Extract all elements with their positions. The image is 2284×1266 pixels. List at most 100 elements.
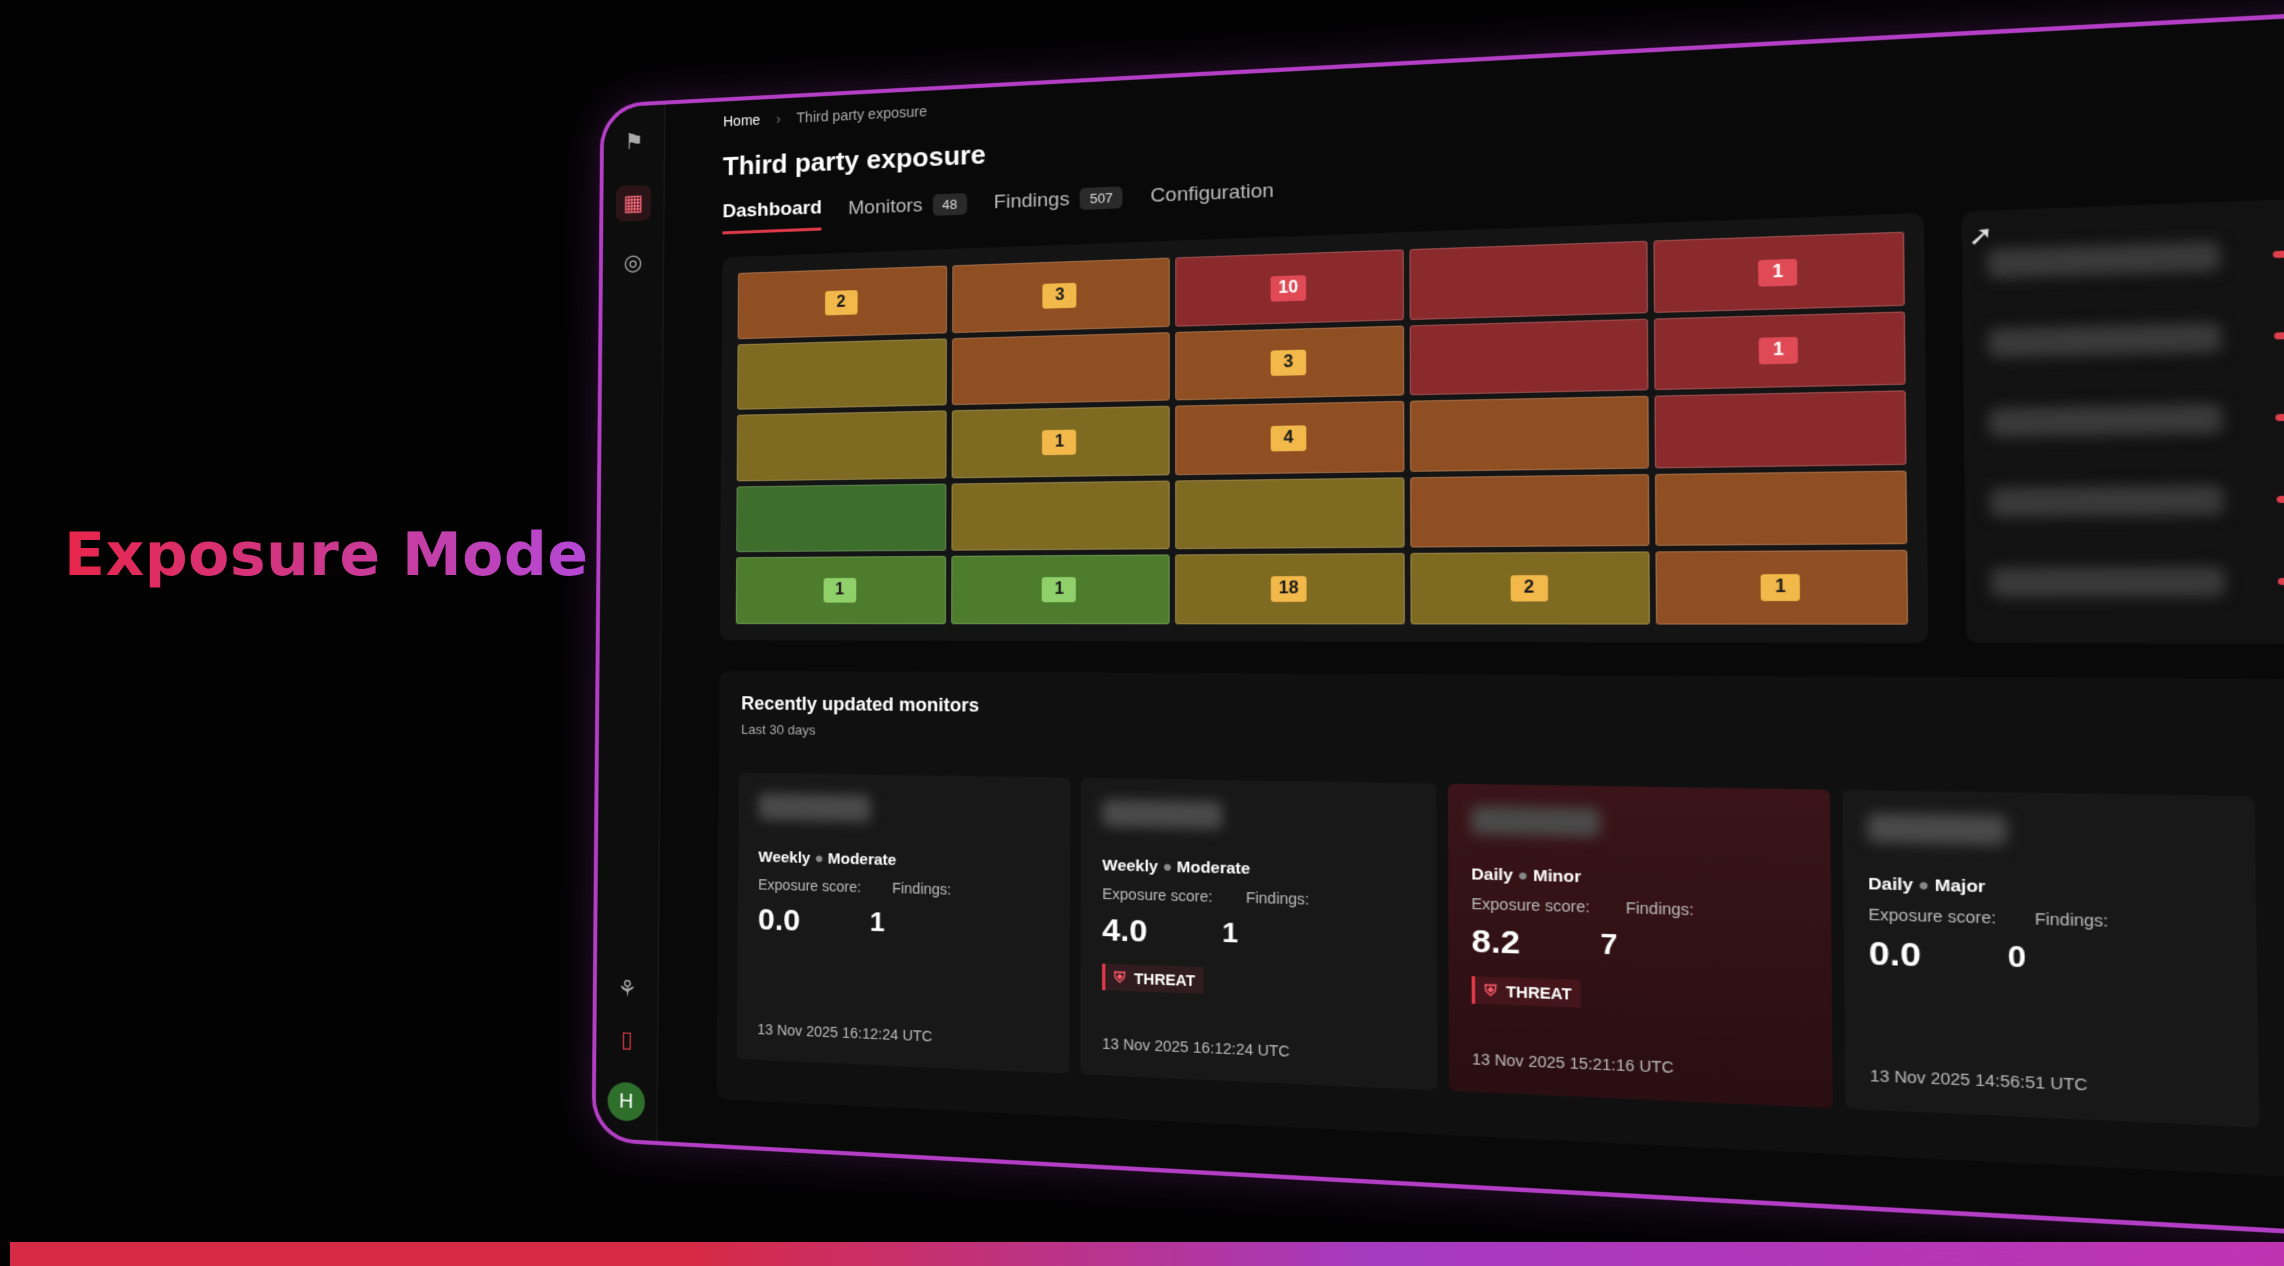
findings-label: Findings: xyxy=(892,879,952,898)
threat-badge: ⛨ THREAT xyxy=(1102,963,1204,994)
heatmap-cell[interactable]: 2 xyxy=(737,265,947,339)
severity-bar xyxy=(2276,491,2284,503)
heatmap-cell[interactable] xyxy=(1409,318,1649,396)
heatmap-count-badge: 4 xyxy=(1270,425,1307,452)
radar-icon[interactable]: ◎ xyxy=(623,249,643,276)
redacted-label xyxy=(1989,484,2224,518)
section-title: Recently updated monitors xyxy=(741,693,980,716)
heatmap-cell[interactable] xyxy=(1655,470,1908,547)
findings-count: 1 xyxy=(869,905,885,938)
breadcrumb: Home › Third party exposure xyxy=(723,103,927,130)
section-subtitle: Last 30 days xyxy=(741,721,816,738)
tab-label: Configuration xyxy=(1150,179,1274,207)
tab-dashboard[interactable]: Dashboard xyxy=(722,197,822,235)
monitor-frequency: Daily ● Major xyxy=(1868,874,1986,897)
shield-icon: ⛨ xyxy=(1114,968,1126,986)
heatmap-cell[interactable]: 1 xyxy=(1653,231,1905,313)
monitor-card[interactable]: Daily ● Major Exposure score: Findings: 0.0 0 1… xyxy=(1842,789,2260,1128)
heatmap-cell[interactable]: 3 xyxy=(1175,325,1404,401)
side-summary-row[interactable] xyxy=(1988,318,2284,358)
timestamp: 13 Nov 2025 14:56:51 UTC xyxy=(1869,1066,2088,1095)
heatmap-count-badge: 1 xyxy=(1760,574,1801,602)
tab-monitors[interactable]: Monitors 48 xyxy=(848,192,967,227)
heatmap-count-badge: 2 xyxy=(1510,575,1548,602)
tab-label: Findings xyxy=(993,188,1070,213)
heatmap-cell[interactable]: 1 xyxy=(950,554,1170,625)
shield-icon: ⛨ xyxy=(1484,981,1497,1000)
threat-badge: ⛨ THREAT xyxy=(1471,976,1582,1008)
heatmap-cell[interactable]: 4 xyxy=(1175,401,1405,475)
icon-rail: ⚑ ▦ ◎ ⚘ ▯ H xyxy=(595,104,666,1142)
exposure-score: 0.0 xyxy=(1868,934,1922,975)
heatmap-cell[interactable]: 3 xyxy=(951,257,1171,333)
score-label: Exposure score: xyxy=(1471,894,1591,916)
heatmap-cell[interactable]: 2 xyxy=(1410,551,1651,625)
redacted-label xyxy=(1988,403,2223,438)
tab-label: Monitors xyxy=(848,194,923,219)
side-summary-row[interactable] xyxy=(1987,233,2284,279)
redacted-label xyxy=(1988,322,2222,358)
heatmap-cell[interactable]: 18 xyxy=(1175,553,1405,625)
app-window: ⚑ ▦ ◎ ⚘ ▯ H Home › Third party exposure … xyxy=(591,0,2284,1256)
redacted-monitor-name xyxy=(1102,799,1223,830)
heatmap-cell[interactable] xyxy=(736,483,946,553)
heatmap-cell[interactable] xyxy=(1409,240,1649,320)
score-label: Exposure score: xyxy=(758,876,862,896)
score-label: Exposure score: xyxy=(1868,905,1997,928)
monitor-card[interactable]: Weekly ● Moderate Exposure score: Findings: 0… xyxy=(736,772,1071,1074)
redacted-label xyxy=(1987,241,2221,279)
hero-title: Exposure Mode xyxy=(64,520,589,590)
heatmap-cell[interactable]: 10 xyxy=(1175,249,1404,327)
heatmap-count-badge: 1 xyxy=(1758,258,1798,287)
monitor-card[interactable]: Weekly ● Moderate Exposure score: Findings: 4… xyxy=(1080,777,1438,1091)
count-badge: 48 xyxy=(932,192,967,216)
risk-heatmap: 2 3 10 1 3 1 1 4 1 1 18 2 1 xyxy=(735,231,1909,625)
heatmap-cell[interactable] xyxy=(1409,395,1650,472)
heatmap-cell[interactable]: 1 xyxy=(951,405,1170,479)
redacted-monitor-name xyxy=(758,793,871,823)
traffic-light-icon[interactable]: ▯ xyxy=(620,1026,633,1053)
heatmap-count-badge: 1 xyxy=(1042,577,1077,603)
monitor-frequency: Daily ● Minor xyxy=(1471,865,1582,887)
breadcrumb-home[interactable]: Home xyxy=(723,111,761,130)
logo-icon[interactable]: ⚑ xyxy=(624,128,644,155)
main-area: Home › Third party exposure Third party … xyxy=(657,0,2284,1251)
heatmap-count-badge: 1 xyxy=(1042,429,1077,456)
building-icon[interactable]: ▦ xyxy=(615,184,652,222)
heatmap-cell[interactable] xyxy=(736,410,947,482)
monitor-card[interactable]: Daily ● Minor Exposure score: Findings: 8.2 7 ⛨… xyxy=(1447,783,1833,1109)
side-summary-row[interactable] xyxy=(1989,484,2284,518)
heatmap-cell[interactable]: 1 xyxy=(1654,310,1906,391)
heatmap-count-badge: 2 xyxy=(824,289,858,316)
severity-bar xyxy=(2275,406,2284,422)
side-summary-panel xyxy=(1961,185,2284,645)
tab-findings[interactable]: Findings 507 xyxy=(994,186,1123,222)
breadcrumb-current: Third party exposure xyxy=(796,102,928,126)
redacted-label xyxy=(1990,566,2225,598)
heatmap-cell[interactable]: 1 xyxy=(1655,550,1909,625)
score-label: Exposure score: xyxy=(1102,885,1213,906)
side-summary-row[interactable] xyxy=(1990,566,2284,598)
timestamp: 13 Nov 2025 16:12:24 UTC xyxy=(1102,1034,1290,1060)
heatmap-count-badge: 3 xyxy=(1270,350,1307,377)
cursor-icon: ➚ xyxy=(1967,220,1994,252)
heatmap-cell[interactable]: 1 xyxy=(735,556,946,625)
tab-configuration[interactable]: Configuration xyxy=(1150,179,1273,216)
findings-label: Findings: xyxy=(1625,898,1694,919)
side-summary-row[interactable] xyxy=(1988,402,2284,438)
heatmap-cell[interactable] xyxy=(1175,477,1405,550)
avatar[interactable]: H xyxy=(607,1081,646,1122)
timestamp: 13 Nov 2025 16:12:24 UTC xyxy=(757,1020,933,1045)
nodes-icon[interactable]: ⚘ xyxy=(617,975,637,1002)
timestamp: 13 Nov 2025 15:21:16 UTC xyxy=(1471,1050,1674,1077)
monitor-cards: Weekly ● Moderate Exposure score: Findings: 0… xyxy=(736,772,2284,1146)
recent-monitors-panel: Recently updated monitors Last 30 days W… xyxy=(716,670,2284,1197)
heatmap-cell[interactable] xyxy=(1654,390,1907,469)
heatmap-cell[interactable] xyxy=(737,337,947,410)
findings-count: 0 xyxy=(2007,938,2027,975)
heatmap-cell[interactable] xyxy=(950,480,1170,552)
heatmap-count-badge: 10 xyxy=(1270,274,1307,302)
monitor-frequency: Weekly ● Moderate xyxy=(1102,856,1251,879)
heatmap-cell[interactable] xyxy=(1409,473,1650,548)
heatmap-cell[interactable] xyxy=(951,331,1170,406)
